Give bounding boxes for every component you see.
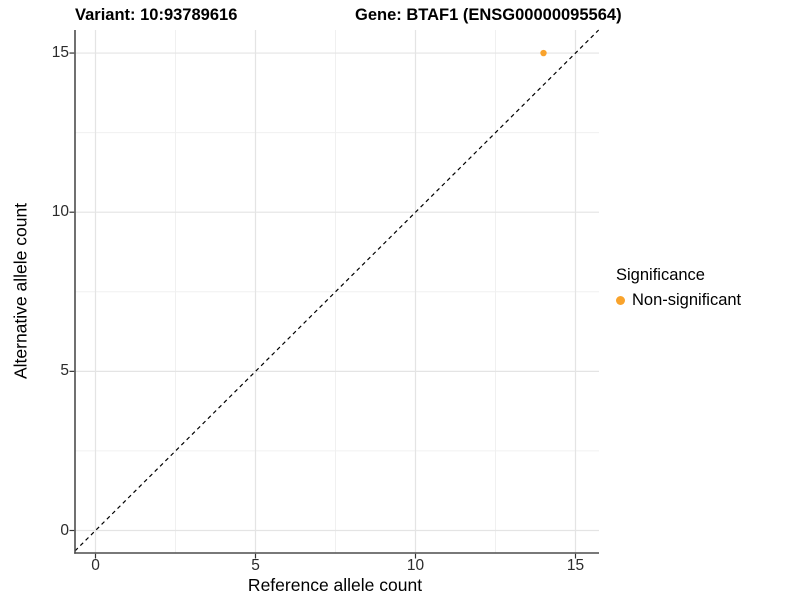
plot-title-variant: Variant: 10:93789616 <box>75 6 238 24</box>
legend-item-label: Non-significant <box>632 291 742 309</box>
legend: Significance Non-significant <box>616 266 741 310</box>
legend-marker-circle-icon <box>616 296 625 305</box>
y-tick-label: 5 <box>60 362 69 380</box>
legend-title: Significance <box>616 266 705 284</box>
plot-title-gene: Gene: BTAF1 (ENSG00000095564) <box>355 6 622 24</box>
legend-item-non-significant: Non-significant <box>616 291 741 310</box>
y-tick-label: 15 <box>51 44 69 62</box>
x-axis-title: Reference allele count <box>247 575 423 595</box>
x-tick-label: 5 <box>251 557 260 574</box>
y-axis-title: Alternative allele count <box>10 202 31 380</box>
x-tick-label: 0 <box>91 557 100 574</box>
identity-dashed-line <box>74 29 600 552</box>
y-tick-label: 0 <box>60 521 69 539</box>
x-tick-label: 10 <box>406 557 425 574</box>
data-point <box>540 49 547 57</box>
x-tick-label: 15 <box>566 557 585 574</box>
y-tick-label: 10 <box>51 203 69 221</box>
